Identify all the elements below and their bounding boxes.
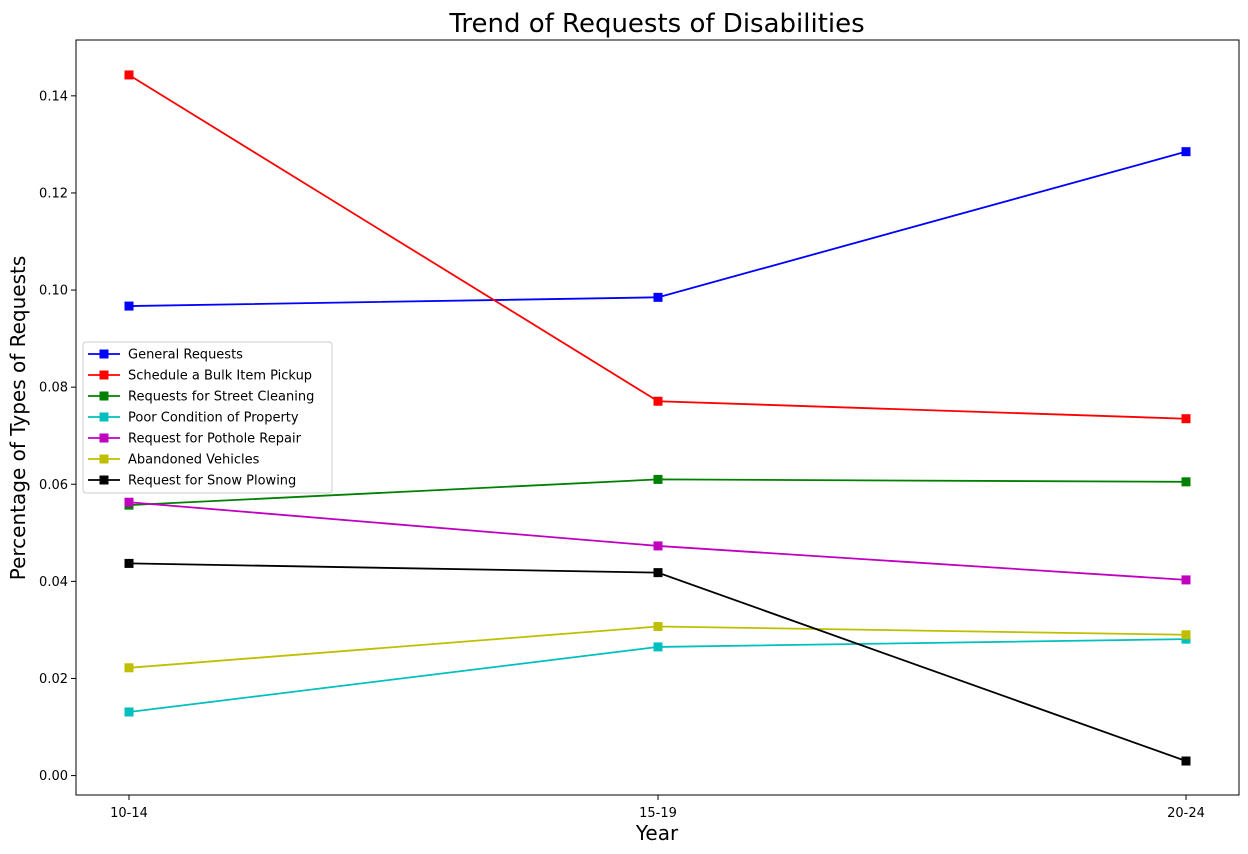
legend-label: Poor Condition of Property <box>128 411 299 426</box>
legend-marker <box>99 433 109 443</box>
y-tick-label: 0.02 <box>39 672 68 687</box>
y-tick-label: 0.04 <box>39 575 68 590</box>
series-line <box>128 150 1187 307</box>
data-point <box>1181 756 1191 766</box>
data-point <box>1181 630 1191 640</box>
legend-label: Abandoned Vehicles <box>128 453 260 468</box>
x-tick-label: 20-24 <box>1167 806 1205 821</box>
data-point <box>653 396 663 406</box>
legend-label: Requests for Street Cleaning <box>128 390 314 405</box>
y-tick-label: 0.06 <box>39 478 68 493</box>
series-layer <box>124 70 1191 766</box>
chart-title: Trend of Requests of Disabilities <box>448 9 864 39</box>
legend-label: Request for Pothole Repair <box>128 432 302 447</box>
data-point <box>653 642 663 652</box>
data-point <box>653 568 663 578</box>
data-point <box>653 292 663 302</box>
data-point <box>124 70 134 80</box>
legend-label: Schedule a Bulk Item Pickup <box>128 369 312 384</box>
y-tick-label: 0.08 <box>39 381 68 396</box>
legend-marker <box>99 391 109 401</box>
legend-marker <box>99 349 109 359</box>
legend-marker <box>99 475 109 485</box>
y-axis-label: Percentage of Types of Requests <box>6 256 30 581</box>
data-point <box>124 663 134 673</box>
y-tick-label: 0.12 <box>39 186 68 201</box>
data-point <box>653 474 663 484</box>
legend-marker <box>99 412 109 422</box>
data-point <box>124 707 134 717</box>
x-axis-label: Year <box>635 821 679 845</box>
y-tick-label: 0.00 <box>39 769 68 784</box>
y-tick-label: 0.10 <box>39 284 68 299</box>
series-line <box>128 562 1187 762</box>
data-point <box>1181 414 1191 424</box>
data-point <box>124 301 134 311</box>
y-tick-label: 0.14 <box>39 89 68 104</box>
legend: General Requests Schedule a Bulk Item Pic… <box>82 341 333 494</box>
x-axis: 10-14 15-19 20-24 <box>110 795 1205 821</box>
legend-marker <box>99 370 109 380</box>
data-point <box>653 541 663 551</box>
data-point <box>1181 575 1191 585</box>
legend-label: General Requests <box>128 348 243 363</box>
x-tick-label: 10-14 <box>110 806 148 821</box>
legend-label: Request for Snow Plowing <box>128 474 296 489</box>
data-point <box>653 622 663 632</box>
x-tick-label: 15-19 <box>639 806 677 821</box>
legend-box <box>82 341 333 494</box>
data-point <box>1181 147 1191 157</box>
y-axis: 0.00 0.02 0.04 0.06 0.08 0.10 0.12 0.14 <box>39 89 76 784</box>
data-point <box>124 497 134 507</box>
data-point <box>1181 477 1191 487</box>
legend-marker <box>99 454 109 464</box>
data-point <box>124 558 134 568</box>
